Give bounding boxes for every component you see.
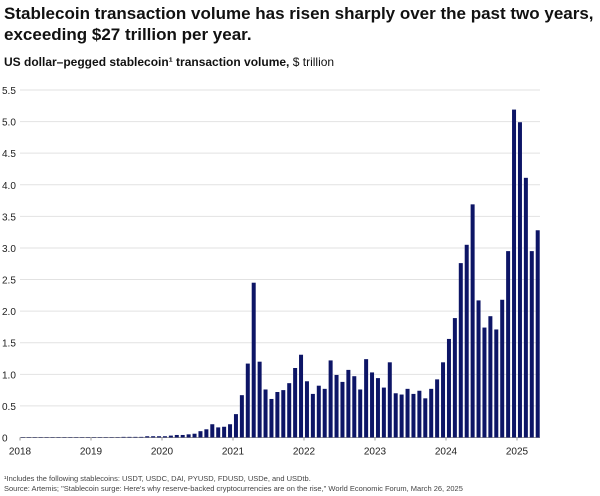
bar [299, 354, 304, 438]
bar [210, 424, 215, 438]
bar [488, 316, 493, 438]
bar [192, 433, 197, 438]
bar [512, 109, 517, 438]
bar [157, 436, 162, 438]
bar [399, 394, 404, 438]
bar [470, 204, 475, 438]
bar [233, 414, 238, 438]
bar [216, 427, 221, 438]
bar [370, 372, 375, 438]
y-tick-label: 1.5 [2, 339, 16, 350]
bar [411, 393, 416, 438]
bar [381, 387, 386, 438]
bar [364, 359, 369, 438]
bar [257, 361, 262, 438]
x-tick-label: 2022 [293, 447, 316, 458]
y-tick-label: 2.5 [2, 276, 16, 287]
bar [352, 376, 357, 438]
bar [133, 436, 138, 438]
footnote: ¹Includes the following stablecoins: USD… [4, 474, 311, 483]
bar [127, 436, 132, 438]
bar [263, 389, 268, 438]
bar [529, 251, 534, 438]
bar [245, 363, 250, 438]
bar [151, 436, 156, 438]
y-tick-label: 0.5 [2, 402, 16, 413]
bar [281, 390, 286, 438]
bar [293, 368, 298, 438]
bar [322, 388, 327, 438]
bar [251, 282, 256, 438]
x-tick-label: 2020 [151, 447, 174, 458]
bar [180, 434, 185, 438]
bar [429, 388, 434, 438]
bar [316, 385, 321, 438]
bar [269, 398, 274, 438]
y-tick-label: 3.0 [2, 244, 16, 255]
bar [387, 362, 392, 438]
x-tick-label: 2023 [364, 447, 387, 458]
bar [441, 362, 446, 438]
bar [375, 378, 380, 438]
bar [168, 435, 173, 438]
bar [204, 429, 209, 438]
chart-title: Stablecoin transaction volume has risen … [4, 4, 594, 44]
y-tick-label: 0 [2, 434, 8, 445]
bar [310, 393, 315, 438]
y-tick-label: 2.0 [2, 307, 16, 318]
bar [482, 327, 487, 438]
bar [535, 230, 540, 438]
bar [494, 329, 499, 438]
bar [506, 251, 511, 438]
bar [198, 431, 203, 438]
bar [174, 434, 179, 438]
bar [239, 395, 244, 438]
chart-subtitle: US dollar–pegged stablecoin¹ transaction… [4, 55, 334, 69]
bar [393, 393, 398, 438]
bar [405, 388, 410, 438]
bar [446, 338, 451, 438]
bar [358, 389, 363, 438]
bar [186, 434, 191, 438]
bar [346, 369, 351, 438]
bar [517, 122, 522, 438]
bar [162, 436, 167, 438]
bar [435, 379, 440, 438]
bar [340, 381, 345, 438]
x-tick-label: 2018 [9, 447, 32, 458]
subtitle-main: US dollar–pegged stablecoin¹ transaction… [4, 55, 290, 69]
bar [145, 436, 150, 438]
bar [476, 300, 481, 438]
y-tick-label: 1.0 [2, 370, 16, 381]
y-tick-label: 5.0 [2, 118, 16, 129]
bar [464, 244, 469, 438]
bar [423, 398, 428, 438]
subtitle-unit: $ trillion [289, 55, 335, 69]
bar [328, 360, 333, 438]
bar [139, 436, 144, 438]
bar [500, 299, 505, 438]
bar [334, 374, 339, 438]
bar-chart: 0 0.5 1.0 1.5 2.0 2.5 3.0 3.5 4.0 4.5 5.0 5.5 2018 20… [2, 86, 540, 458]
x-tick-label: 2019 [80, 447, 103, 458]
bar [222, 426, 227, 438]
bar [304, 381, 309, 438]
y-tick-label: 4.0 [2, 181, 16, 192]
bar [121, 436, 126, 438]
bar [228, 424, 233, 438]
y-tick-label: 5.5 [2, 86, 16, 97]
x-tick-label: 2025 [506, 447, 529, 458]
source-note: Source: Artemis; "Stablecoin surge: Here… [4, 484, 463, 493]
y-tick-label: 4.5 [2, 149, 16, 160]
bar [287, 383, 292, 438]
bar [417, 390, 422, 438]
bar [523, 177, 528, 438]
x-tick-label: 2024 [435, 447, 458, 458]
bar [452, 318, 457, 438]
x-tick-label: 2021 [222, 447, 245, 458]
bar [458, 263, 463, 438]
bar [275, 392, 280, 438]
y-tick-label: 3.5 [2, 212, 16, 223]
